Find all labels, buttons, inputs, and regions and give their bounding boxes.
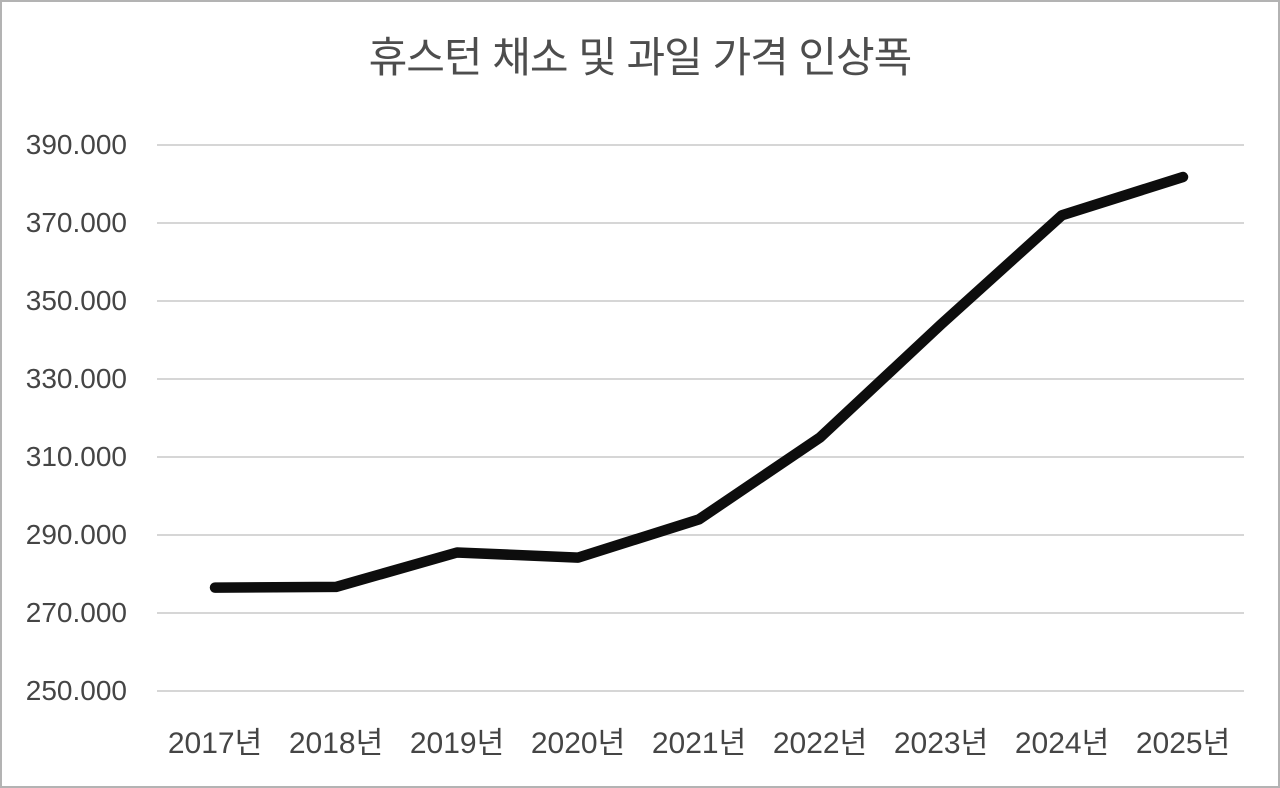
y-tick-label: 270.000: [25, 597, 127, 628]
x-tick-label: 2019년: [409, 727, 505, 760]
x-tick-label: 2025년: [1135, 727, 1231, 760]
data-series-line: [209, 171, 1189, 593]
x-tick-label: 2020년: [530, 727, 626, 760]
y-tick-label: 370.000: [25, 207, 127, 238]
x-tick-label: 2017년: [167, 727, 263, 760]
y-tick-label: 350.000: [25, 285, 127, 316]
x-tick-label: 2021년: [651, 727, 747, 760]
x-tick-label: 2024년: [1014, 727, 1110, 760]
x-tick-label: 2023년: [893, 727, 989, 760]
y-tick-label: 290.000: [25, 519, 127, 550]
x-tick-label: 2022년: [772, 727, 868, 760]
y-tick-label: 330.000: [25, 363, 127, 394]
y-tick-label: 310.000: [25, 441, 127, 472]
y-tick-label: 250.000: [25, 675, 127, 706]
x-tick-label: 2018년: [288, 727, 384, 760]
chart-title: 휴스턴 채소 및 과일 가격 인상폭: [368, 34, 913, 81]
y-tick-label: 390.000: [25, 129, 127, 160]
